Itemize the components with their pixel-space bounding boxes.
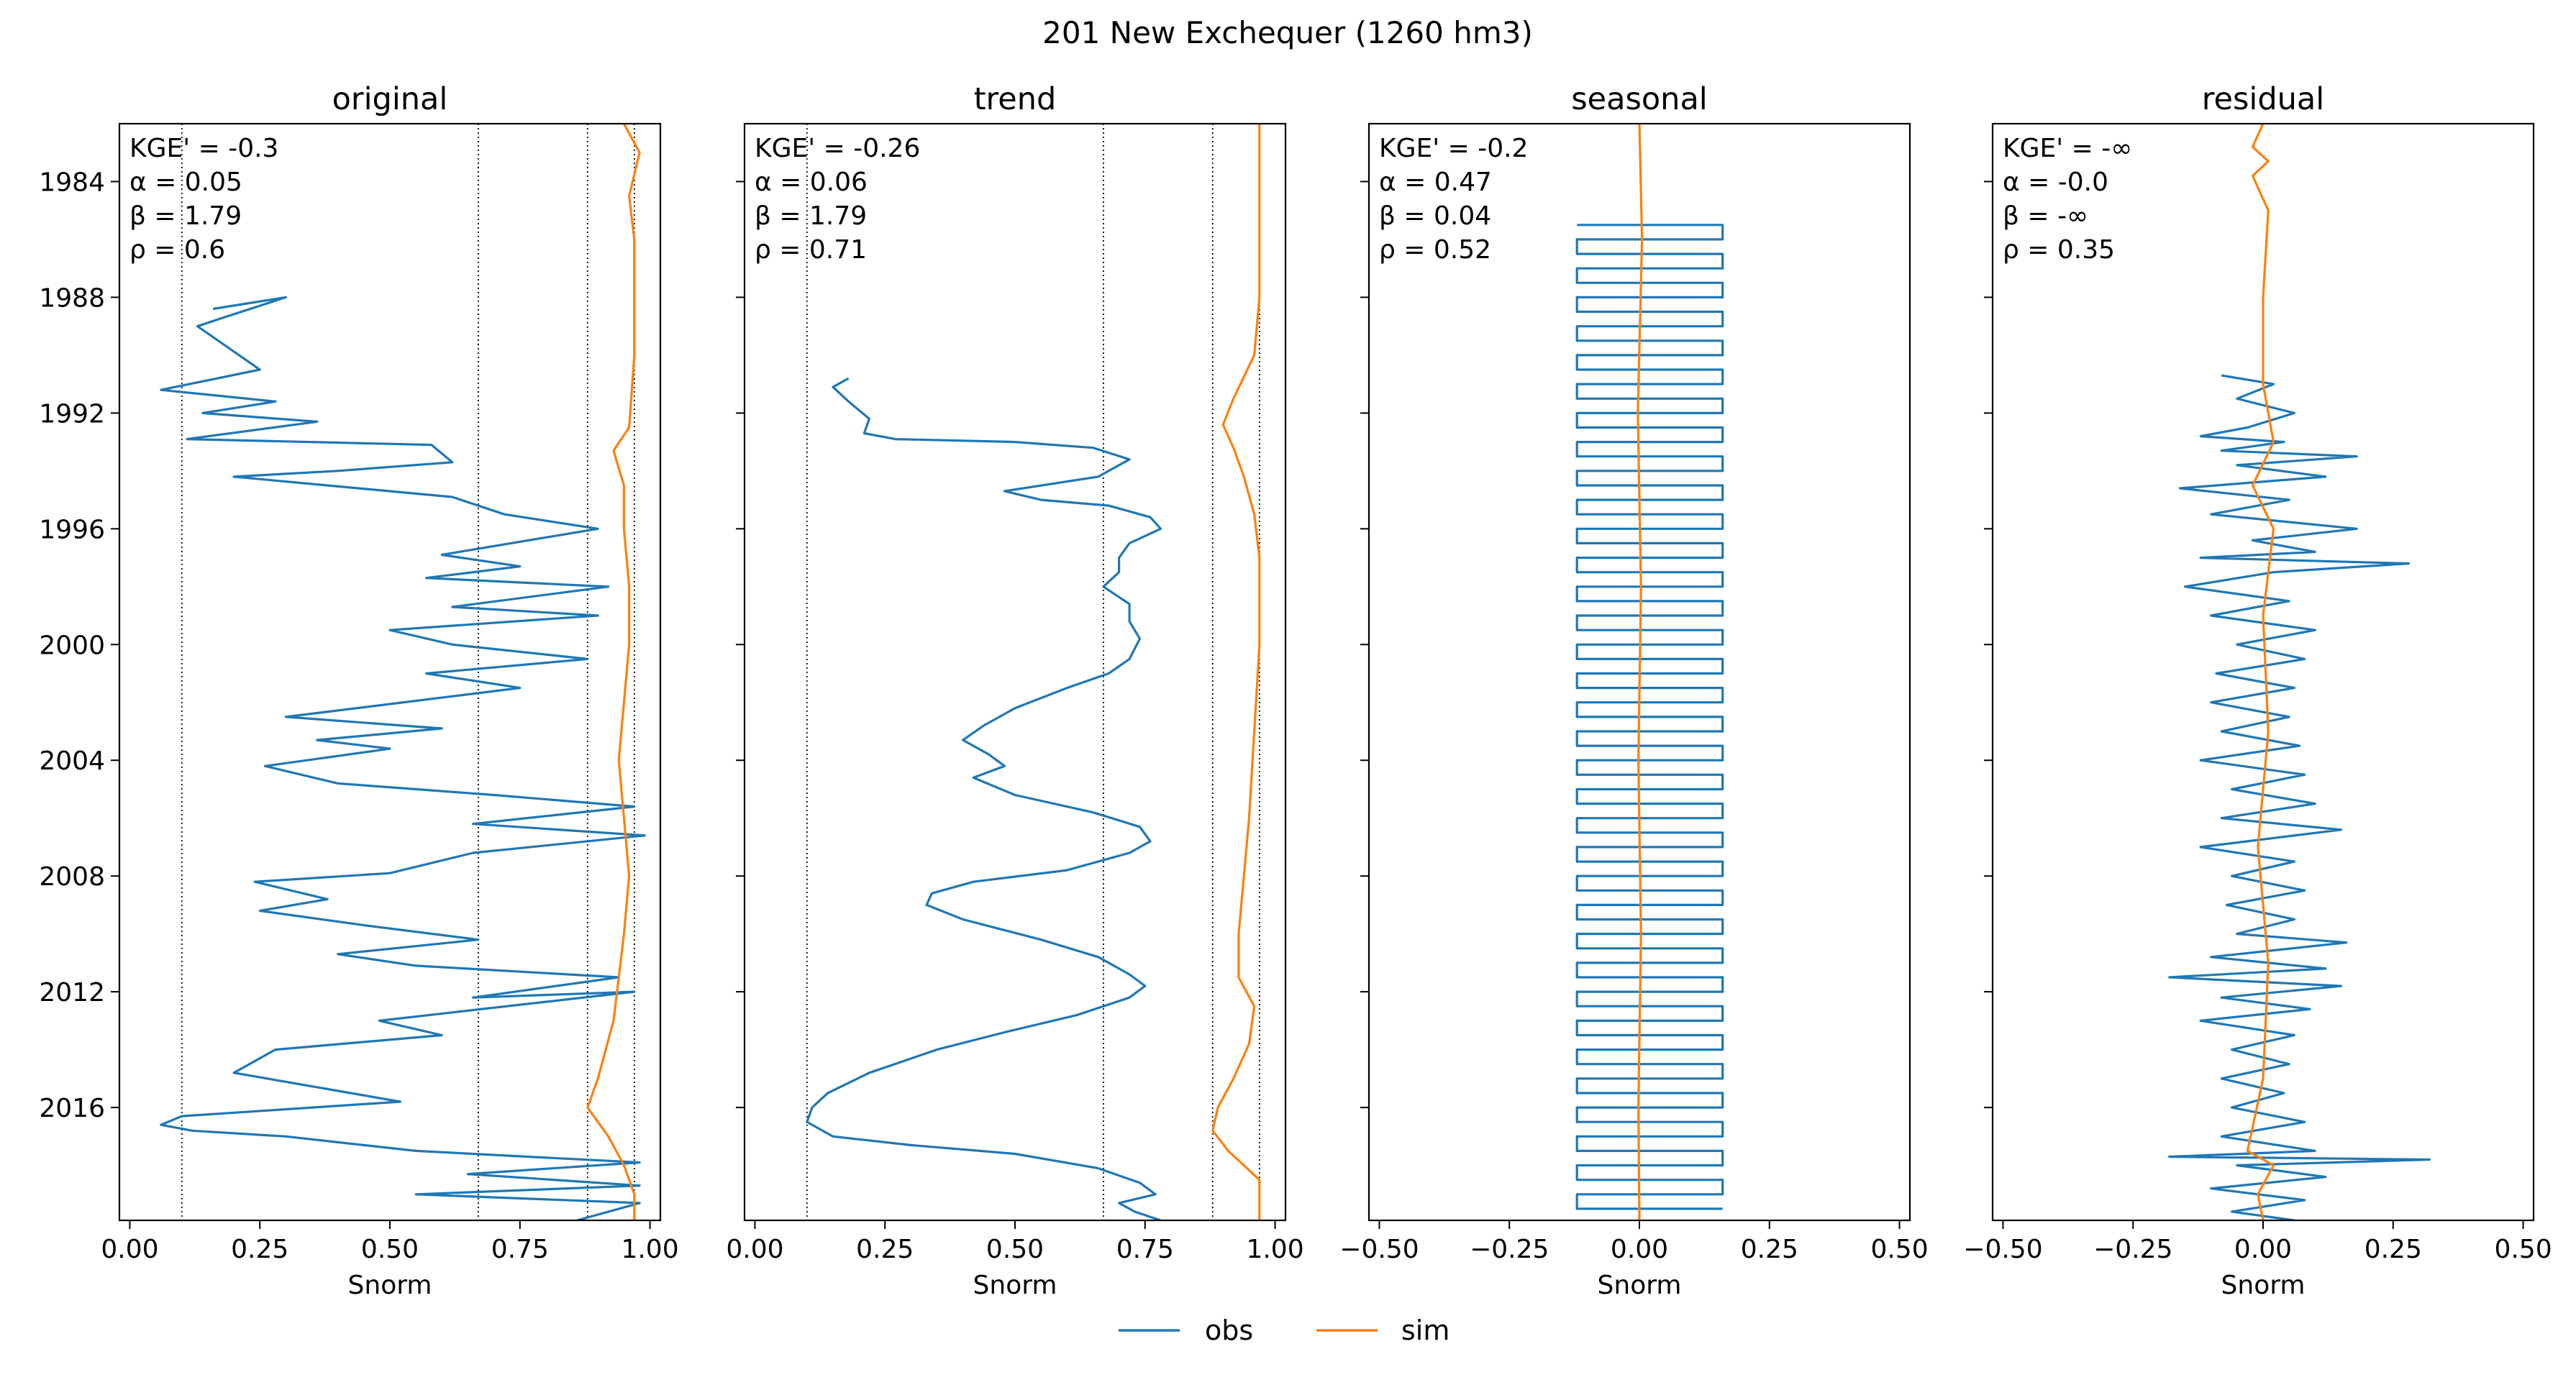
chart-original-ytick-label-8: 2016 [39, 1094, 105, 1123]
chart-trend-title: trend [974, 81, 1057, 117]
chart-trend-series-obs [806, 377, 1162, 1220]
chart-original-annotation-3: ρ = 0.6 [129, 235, 225, 265]
chart-trend-annotation-3: ρ = 0.71 [755, 235, 867, 265]
figure-suptitle: 201 New Exchequer (1260 hm3) [1042, 15, 1533, 50]
chart-seasonal-title: seasonal [1571, 81, 1707, 117]
chart-residual-series-sim [2246, 124, 2275, 1220]
chart-trend-annotation-0: KGE' = -0.26 [755, 134, 920, 163]
chart-original-annotation-0: KGE' = -0.3 [129, 134, 278, 163]
chart-trend-plot-area [806, 124, 1261, 1220]
chart-residual-annotation-1: α = -0.0 [2003, 168, 2108, 197]
chart-original-title: original [332, 81, 448, 117]
chart-seasonal-xtick-label-3: 0.25 [1741, 1235, 1798, 1264]
chart-original-series-sim [586, 124, 641, 1220]
chart-seasonal-series-sim [1637, 124, 1644, 1220]
chart-original-ytick-label-7: 2012 [39, 978, 105, 1007]
chart-residual-xtick-label-1: −0.25 [2093, 1235, 2172, 1264]
chart-residual-annotation-3: ρ = 0.35 [2003, 235, 2115, 265]
chart-seasonal-annotation-0: KGE' = -0.2 [1379, 134, 1528, 163]
chart-residual-xtick-label-3: 0.25 [2365, 1235, 2422, 1264]
chart-original-series-obs [160, 296, 646, 1220]
chart-residual-panel: −0.50 −0.25 0.00 0.25 0.50 residual Snorm KGE' … [1963, 81, 2552, 1300]
chart-seasonal-xtick-label-4: 0.50 [1870, 1235, 1928, 1264]
chart-original-ytick-label-0: 1984 [39, 168, 105, 197]
chart-residual-xlabel: Snorm [2221, 1271, 2306, 1300]
chart-original-xlabel: Snorm [348, 1271, 432, 1300]
chart-residual-annotation-2: β = -∞ [2003, 201, 2088, 231]
chart-residual-title: residual [2202, 81, 2324, 117]
chart-original-ytick-label-2: 1992 [39, 399, 105, 429]
chart-seasonal-xtick-label-2: 0.00 [1611, 1235, 1668, 1264]
chart-original-xtick-label-1: 0.25 [231, 1235, 288, 1264]
chart-original-ytick-label-3: 1996 [39, 515, 105, 544]
chart-trend-series-sim [1211, 124, 1261, 1220]
chart-original-xtick-label-0: 0.00 [101, 1235, 158, 1264]
legend-sim-label: sim [1401, 1315, 1449, 1346]
chart-original-ytick-label-5: 2004 [39, 746, 105, 776]
chart-residual-xtick-label-2: 0.00 [2234, 1235, 2292, 1264]
chart-original-xtick-label-4: 1.00 [621, 1235, 678, 1264]
chart-trend-xtick-label-0: 0.00 [726, 1235, 783, 1264]
chart-seasonal-xlabel: Snorm [1598, 1271, 1682, 1300]
chart-seasonal-annotation-2: β = 0.04 [1379, 201, 1491, 231]
chart-trend-annotation-2: β = 1.79 [755, 201, 867, 231]
chart-seasonal-plot-area [1575, 124, 1724, 1220]
chart-original-plot-area [160, 124, 646, 1220]
chart-residual-annotation-0: KGE' = -∞ [2003, 134, 2132, 163]
chart-original-xtick-label-2: 0.50 [361, 1235, 419, 1264]
chart-seasonal-xtick-label-0: −0.50 [1339, 1235, 1419, 1264]
chart-trend-xtick-label-1: 0.25 [856, 1235, 914, 1264]
chart-original-ytick-label-4: 2000 [39, 631, 105, 660]
chart-trend-xtick-label-3: 0.75 [1116, 1235, 1174, 1264]
chart-original-ytick-label-6: 2008 [39, 862, 105, 892]
chart-seasonal-panel: −0.50 −0.25 0.00 0.25 0.50 seasonal Snorm KGE' … [1339, 81, 1928, 1300]
chart-seasonal-annotation-1: α = 0.47 [1379, 168, 1492, 197]
chart-original-ytick-label-1: 1988 [39, 283, 105, 313]
chart-trend-annotation-1: α = 0.06 [755, 168, 868, 197]
chart-seasonal-xtick-label-1: −0.25 [1470, 1235, 1549, 1264]
legend-obs-label: obs [1205, 1315, 1253, 1346]
chart-residual-xtick-label-4: 0.50 [2494, 1235, 2552, 1264]
chart-seasonal-series-obs [1575, 224, 1724, 1210]
chart-trend-xlabel: Snorm [973, 1271, 1057, 1300]
chart-original-annotation-1: α = 0.05 [129, 168, 242, 197]
chart-seasonal-annotation-3: ρ = 0.52 [1379, 235, 1491, 265]
chart-original-xtick-label-3: 0.75 [491, 1235, 549, 1264]
chart-trend-xtick-label-2: 0.50 [986, 1235, 1044, 1264]
chart-trend-panel: 0.00 0.25 0.50 0.75 1.00 trend Snorm KGE' = -0.… [726, 81, 1303, 1300]
chart-original-annotation-2: β = 1.79 [129, 201, 242, 231]
chart-original-panel: 0.00 0.25 0.50 0.75 1.00 1984 1988 1992 1996 2000… [39, 81, 678, 1300]
chart-residual-xtick-label-0: −0.50 [1963, 1235, 2042, 1264]
chart-trend-xtick-label-4: 1.00 [1246, 1235, 1303, 1264]
chart-residual-plot-area [2168, 124, 2431, 1220]
legend: obs sim [1119, 1315, 1449, 1346]
